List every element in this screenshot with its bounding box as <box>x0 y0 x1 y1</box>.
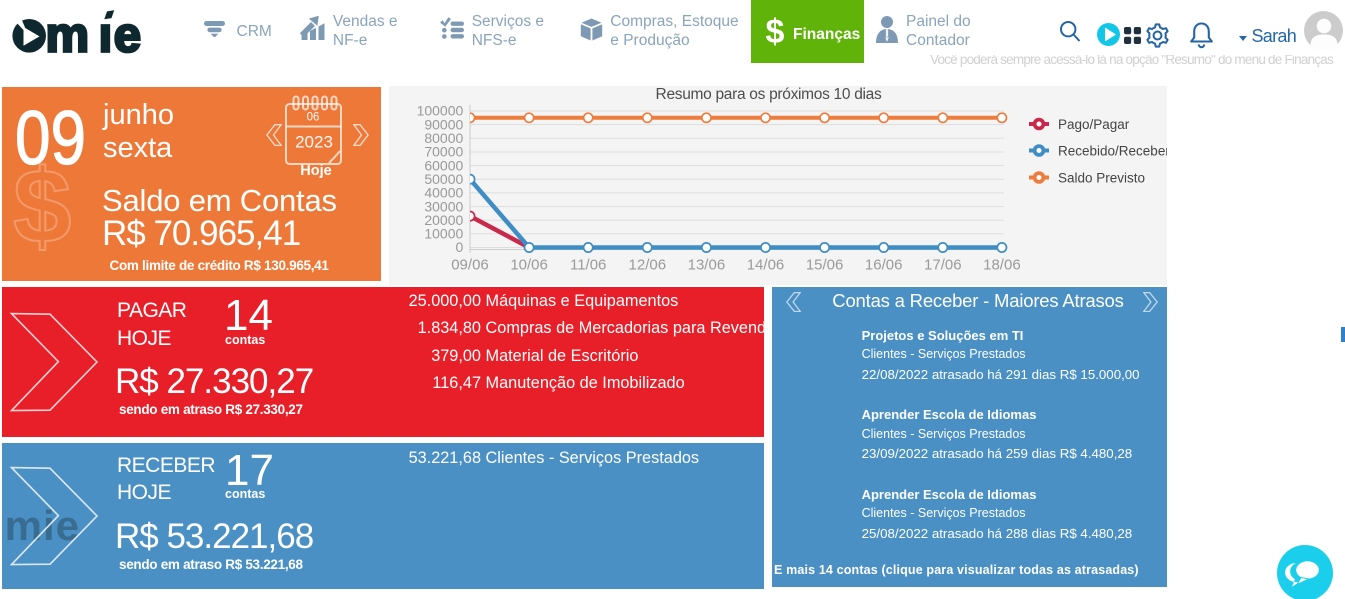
svg-text:16/06: 16/06 <box>865 257 903 274</box>
svg-text:Resumo para os próximos 10 dia: Resumo para os próximos 10 dias <box>656 86 882 103</box>
svg-text:50000: 50000 <box>424 171 463 187</box>
svg-text:18/06: 18/06 <box>983 257 1021 274</box>
svg-text:mie: m ie <box>46 9 141 61</box>
svg-text:10000: 10000 <box>424 226 463 242</box>
svg-text:70000: 70000 <box>424 144 463 160</box>
svg-text:14/06: 14/06 <box>747 257 785 274</box>
svg-text:09/06: 09/06 <box>451 257 489 274</box>
svg-text:11/06: 11/06 <box>570 257 606 274</box>
svg-text:Pago/Pagar: Pago/Pagar <box>1058 117 1130 132</box>
svg-text:12/06: 12/06 <box>629 257 667 274</box>
svg-text:2023: 2023 <box>295 133 333 152</box>
svg-text:60000: 60000 <box>424 157 463 173</box>
svg-text:100000: 100000 <box>417 103 464 119</box>
svg-text:Saldo Previsto: Saldo Previsto <box>1058 170 1145 185</box>
svg-text:90000: 90000 <box>424 116 463 132</box>
svg-text:10/06: 10/06 <box>510 257 548 274</box>
svg-text:0: 0 <box>456 239 464 255</box>
svg-text:13/06: 13/06 <box>688 257 726 274</box>
svg-text:Recebido/Receber: Recebido/Receber <box>1058 143 1167 158</box>
svg-text:17/06: 17/06 <box>924 257 962 274</box>
svg-text:15/06: 15/06 <box>806 257 844 274</box>
svg-text:80000: 80000 <box>424 130 463 146</box>
svg-text:20000: 20000 <box>424 212 463 228</box>
svg-text:40000: 40000 <box>424 185 463 201</box>
svg-text:Hoje: Hoje <box>300 163 331 179</box>
svg-text:30000: 30000 <box>424 198 463 214</box>
svg-text:06: 06 <box>307 112 320 124</box>
